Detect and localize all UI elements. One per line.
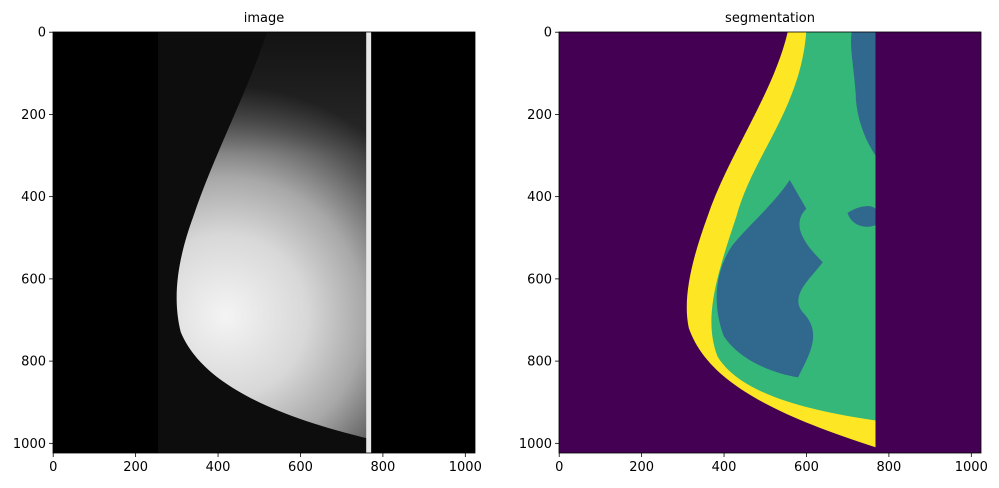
y-tick-label: 400: [527, 190, 552, 205]
y-tick-label: 600: [21, 272, 46, 287]
y-tick-label: 200: [527, 108, 552, 123]
x-tick-label: 1000: [449, 460, 482, 475]
y-tick-label: 600: [527, 272, 552, 287]
x-tick-label: 800: [370, 460, 395, 475]
x-tick-label: 200: [123, 460, 148, 475]
y-tick-label: 400: [21, 190, 46, 205]
axes-frame: [558, 31, 982, 454]
x-tick-label: 600: [288, 460, 313, 475]
y-tick-label: 1000: [13, 437, 46, 452]
x-tick-label: 0: [49, 460, 57, 475]
x-tick-label: 0: [555, 460, 563, 475]
y-tick-label: 800: [527, 355, 552, 370]
x-tick-label: 800: [876, 460, 901, 475]
y-tick-label: 0: [38, 26, 46, 41]
y-tick-label: 200: [21, 108, 46, 123]
x-tick-label: 200: [629, 460, 654, 475]
y-tick-label: 800: [21, 355, 46, 370]
x-tick-label: 400: [712, 460, 737, 475]
axes-title: image: [244, 11, 285, 26]
image-content: [53, 32, 475, 453]
segmentation-content: [559, 32, 981, 453]
x-tick-label: 400: [206, 460, 231, 475]
axes-title: segmentation: [725, 11, 815, 26]
x-tick-label: 1000: [955, 460, 988, 475]
y-tick-label: 1000: [519, 437, 552, 452]
axes-frame: [52, 31, 476, 454]
x-tick-label: 600: [794, 460, 819, 475]
y-tick-label: 0: [544, 26, 552, 41]
